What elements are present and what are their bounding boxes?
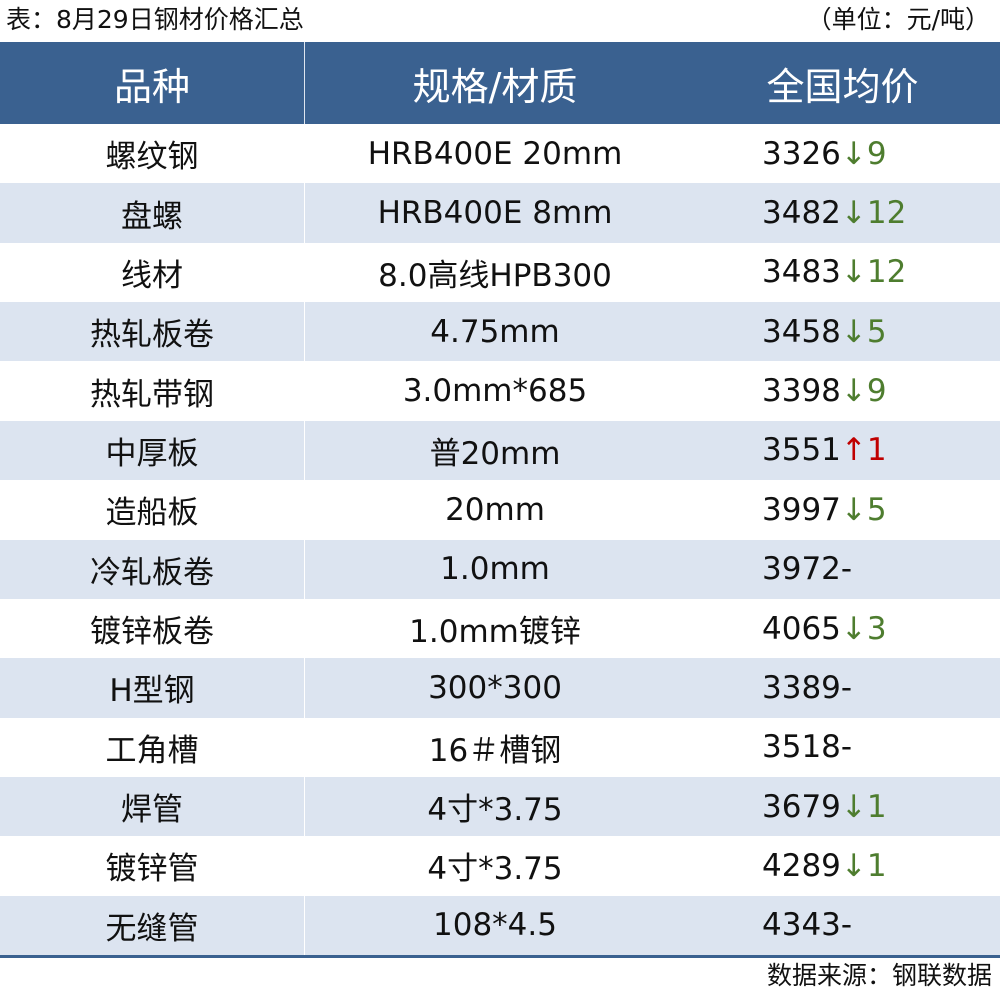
price-value: 3398 — [762, 373, 841, 410]
price-value: 3997 — [762, 491, 841, 528]
price-change: ↑1 — [840, 432, 887, 469]
header-spec: 规格/材质 — [412, 64, 578, 109]
cell-variety: 焊管 — [0, 776, 305, 837]
price-change: - — [840, 907, 853, 944]
table-row: 线材 8.0高线HPB300 3483 ↓12 — [0, 242, 1000, 303]
cell-spec: HRB400E 20mm — [367, 135, 623, 172]
cell-price: 3482 ↓12 — [685, 183, 1000, 242]
price-value: 3483 — [762, 254, 841, 291]
price-change: - — [840, 669, 853, 706]
price-value: 3389 — [762, 669, 841, 706]
cell-spec: 普20mm — [429, 435, 561, 472]
price-value: 4065 — [762, 610, 841, 647]
table-row: 镀锌管 4寸*3.75 4289 ↓1 — [0, 836, 1000, 896]
header-variety: 品种 — [0, 42, 305, 124]
table-title: 表：8月29日钢材价格汇总 — [6, 5, 304, 34]
table-row: 焊管 4寸*3.75 3679 ↓1 — [0, 776, 1000, 837]
cell-variety: 中厚板 — [0, 420, 305, 481]
price-value: 3679 — [762, 788, 841, 825]
cell-price: 3398 ↓9 — [685, 361, 1000, 420]
cell-spec: 108*4.5 — [433, 907, 557, 944]
table-header: 品种 规格/材质 全国均价 — [0, 42, 1000, 124]
cell-variety: 热轧板卷 — [0, 302, 305, 362]
cell-variety: 螺纹钢 — [0, 124, 305, 184]
price-value: 3972 — [762, 551, 841, 588]
cell-spec: 4寸*3.75 — [427, 851, 563, 888]
table-row: 镀锌板卷 1.0mm镀锌 4065 ↓3 — [0, 598, 1000, 659]
table-row: 盘螺 HRB400E 8mm 3482 ↓12 — [0, 183, 1000, 243]
table-body: 螺纹钢 HRB400E 20mm 3326 ↓9 盘螺 HRB400E 8mm 34… — [0, 124, 1000, 956]
cell-price: 3389 - — [685, 658, 1000, 717]
cell-spec: 4寸*3.75 — [427, 792, 563, 829]
cell-variety: 热轧带钢 — [0, 361, 305, 421]
price-value: 4289 — [762, 847, 841, 884]
cell-price: 3997 ↓5 — [685, 480, 1000, 539]
price-value: 3458 — [762, 313, 841, 350]
cell-variety: 镀锌板卷 — [0, 598, 305, 659]
cell-spec: 1.0mm镀锌 — [409, 614, 581, 651]
table-row: 中厚板 普20mm 3551 ↑1 — [0, 420, 1000, 481]
price-change: ↓1 — [840, 847, 887, 884]
cell-variety: 无缝管 — [0, 895, 305, 956]
cell-variety: 镀锌管 — [0, 836, 305, 896]
cell-price: 3483 ↓12 — [685, 243, 1000, 302]
price-change: ↓3 — [840, 610, 887, 647]
cell-spec: 4.75mm — [430, 313, 560, 350]
price-table: 品种 规格/材质 全国均价 螺纹钢 HRB400E 20mm 3326 ↓9 盘螺 … — [0, 42, 1000, 959]
cell-spec: HRB400E 8mm — [377, 195, 613, 232]
cell-spec: 8.0高线HPB300 — [378, 257, 612, 294]
cell-variety: 冷轧板卷 — [0, 539, 305, 599]
price-change: ↓9 — [840, 135, 887, 172]
cell-price: 3326 ↓9 — [685, 124, 1000, 183]
price-change: ↓12 — [840, 195, 907, 232]
cell-spec: 1.0mm — [440, 551, 550, 588]
cell-price: 3679 ↓1 — [685, 777, 1000, 836]
table-row: H型钢 300*300 3389 - — [0, 658, 1000, 718]
price-value: 3551 — [762, 432, 841, 469]
price-change: ↓5 — [840, 491, 887, 528]
cell-price: 3458 ↓5 — [685, 302, 1000, 361]
price-change: - — [840, 551, 853, 588]
table-row: 冷轧板卷 1.0mm 3972 - — [0, 539, 1000, 599]
table-row: 热轧板卷 4.75mm 3458 ↓5 — [0, 302, 1000, 362]
price-change: ↓9 — [840, 373, 887, 410]
data-source: 数据来源：钢联数据 — [766, 961, 992, 990]
table-row: 螺纹钢 HRB400E 20mm 3326 ↓9 — [0, 124, 1000, 184]
table-row: 热轧带钢 3.0mm*685 3398 ↓9 — [0, 361, 1000, 421]
cell-price: 4343 - — [685, 896, 1000, 955]
table-row: 工角槽 16＃槽钢 3518 - — [0, 717, 1000, 777]
cell-variety: 造船板 — [0, 480, 305, 540]
cell-price: 4289 ↓1 — [685, 836, 1000, 895]
cell-price: 3551 ↑1 — [685, 421, 1000, 480]
price-change: ↓5 — [840, 313, 887, 350]
unit-label: （单位：元/吨） — [806, 5, 990, 34]
price-value: 3326 — [762, 135, 841, 172]
cell-price: 3518 - — [685, 718, 1000, 777]
cell-variety: H型钢 — [0, 658, 305, 718]
bottom-rule — [0, 955, 1000, 959]
price-change: ↓1 — [840, 788, 887, 825]
table-row: 无缝管 108*4.5 4343 - — [0, 895, 1000, 956]
cell-price: 4065 ↓3 — [685, 599, 1000, 658]
price-value: 3518 — [762, 729, 841, 766]
cell-variety: 工角槽 — [0, 717, 305, 777]
cell-price: 3972 - — [685, 540, 1000, 599]
price-value: 4343 — [762, 907, 841, 944]
cell-spec: 3.0mm*685 — [402, 373, 588, 410]
price-value: 3482 — [762, 195, 841, 232]
cell-variety: 盘螺 — [0, 183, 305, 243]
price-change: ↓12 — [840, 254, 907, 291]
cell-variety: 线材 — [0, 242, 305, 303]
cell-spec: 20mm — [445, 491, 545, 528]
cell-spec: 300*300 — [428, 669, 562, 706]
table-row: 造船板 20mm 3997 ↓5 — [0, 480, 1000, 540]
cell-spec: 16＃槽钢 — [428, 732, 562, 769]
header-avg-price: 全国均价 — [766, 64, 919, 109]
price-change: - — [840, 729, 853, 766]
